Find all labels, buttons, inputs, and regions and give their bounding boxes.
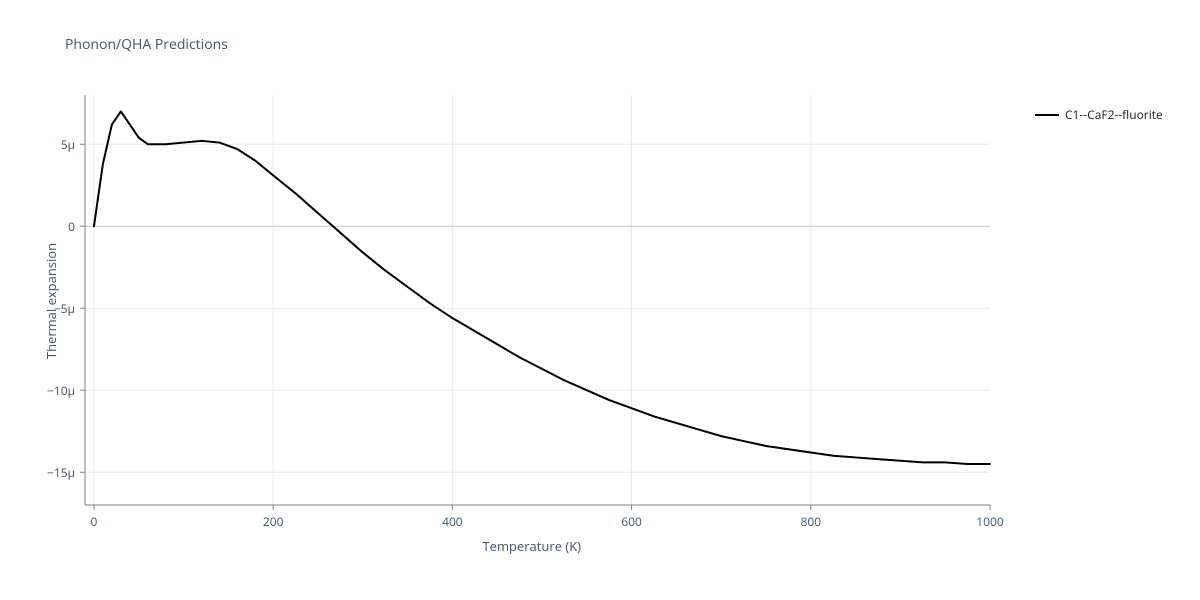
legend-swatch <box>1035 114 1059 116</box>
x-tick-label: 600 <box>617 513 647 530</box>
legend-label: C1--CaF2--fluorite <box>1065 106 1163 123</box>
x-tick-label: 0 <box>79 513 109 530</box>
x-tick-label: 1000 <box>975 513 1005 530</box>
legend: C1--CaF2--fluorite <box>1035 106 1163 123</box>
y-tick-label: −15μ <box>47 464 75 481</box>
x-axis-label: Temperature (K) <box>483 537 582 555</box>
x-tick-label: 200 <box>258 513 288 530</box>
y-tick-label: 0 <box>68 218 75 235</box>
x-tick-label: 400 <box>437 513 467 530</box>
chart-title: Phonon/QHA Predictions <box>65 35 228 54</box>
y-tick-label: 5μ <box>61 136 75 153</box>
chart-svg <box>0 0 1200 600</box>
y-tick-label: −5μ <box>54 300 75 317</box>
x-tick-label: 800 <box>796 513 826 530</box>
y-tick-label: −10μ <box>47 382 75 399</box>
